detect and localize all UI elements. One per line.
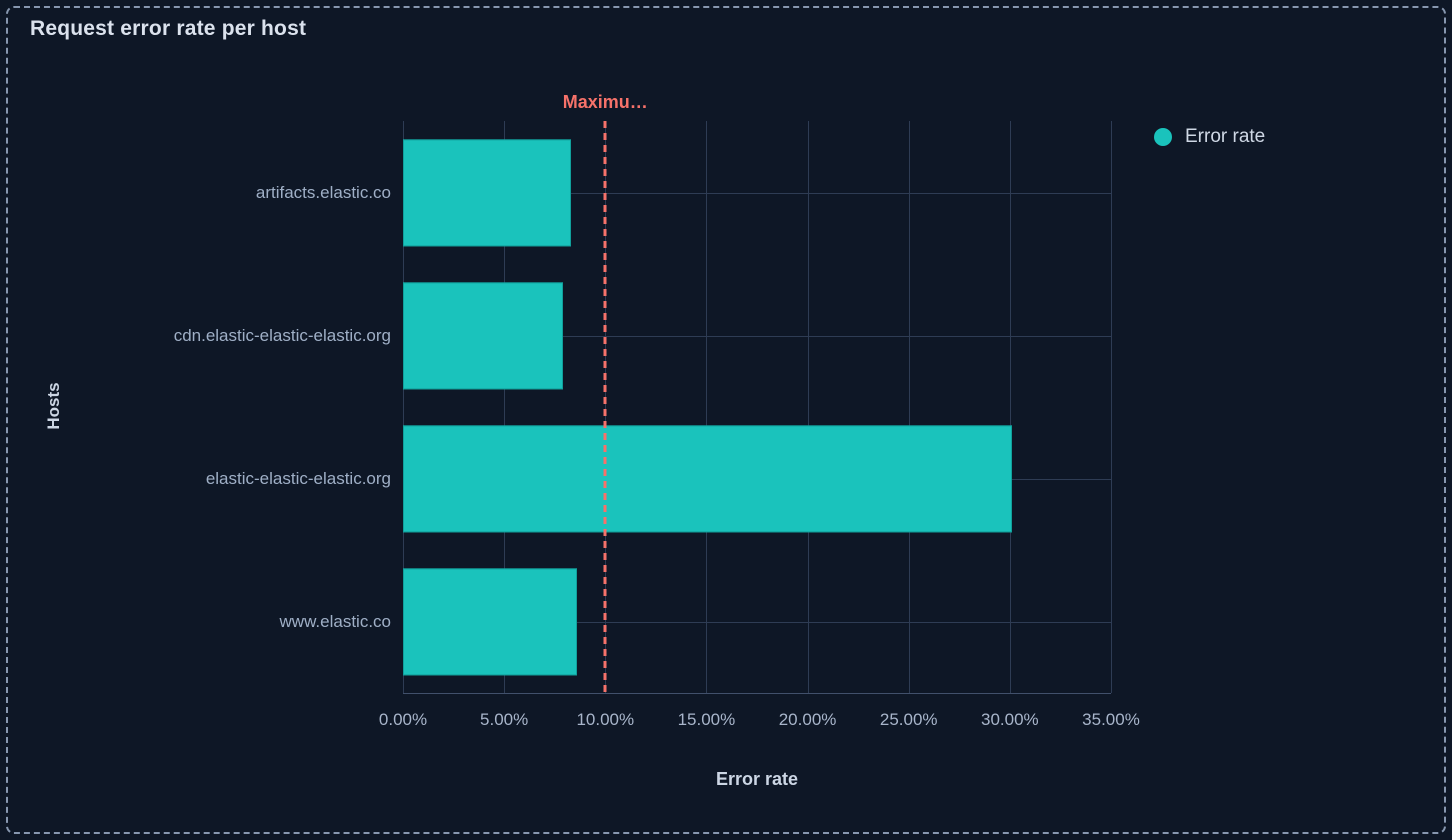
y-axis-label: elastic-elastic-elastic.org [205,468,391,488]
y-axis-label: cdn.elastic-elastic-elastic.org [173,325,391,345]
bar-cdn.elastic-elastic-elastic.org[interactable] [403,281,563,390]
vertical-gridline [504,121,506,693]
horizontal-gridline [403,192,1111,194]
bar-artifacts.elastic.co[interactable] [403,138,571,247]
threshold-label: Maximu… [562,92,648,112]
horizontal-gridline [403,621,1111,623]
horizontal-gridline [403,335,1111,337]
x-axis-tick-label: 10.00% [576,710,635,729]
legend-item-error-rate[interactable]: Error rate [1154,126,1265,148]
x-axis-tick-label: 5.00% [480,710,529,729]
vertical-gridline [1111,121,1112,693]
threshold-line [603,121,607,693]
x-axis-tick-label: 35.00% [1082,710,1140,729]
x-axis-tick-label: 25.00% [879,710,938,729]
x-axis-tick-labels: 0.00% 5.00% 10.00% 15.00% 20.00% 25.00% 30.00%… [379,710,1140,736]
vertical-gridline [908,121,910,693]
vertical-gridline [403,121,404,693]
vertical-gridline [807,121,809,693]
x-axis-title: Error rate [715,769,799,789]
vertical-gridline [706,121,708,693]
vertical-gridline [1009,121,1011,693]
legend-label: Error rate [1185,126,1266,147]
y-axis-label: www.elastic.co [279,611,391,631]
bar-elastic-elastic-elastic.org[interactable] [403,424,1012,533]
plot-area [403,121,1112,694]
threshold-label-band: Maximu… [403,92,1111,118]
x-axis-tick-label: 20.00% [778,710,837,729]
y-axis-label: artifacts.elastic.co [255,182,391,202]
x-axis-tick-label: 0.00% [378,710,428,729]
y-axis-labels: artifacts.elastic.co cdn.elastic-elastic-… [60,121,391,693]
x-axis-tick-label: 30.00% [981,710,1039,729]
panel-title: Request error rate per host [30,17,307,40]
bar-www.elastic.co[interactable] [403,567,577,676]
legend-dot-icon [1154,128,1172,146]
x-axis-tick-label: 15.00% [677,710,736,729]
